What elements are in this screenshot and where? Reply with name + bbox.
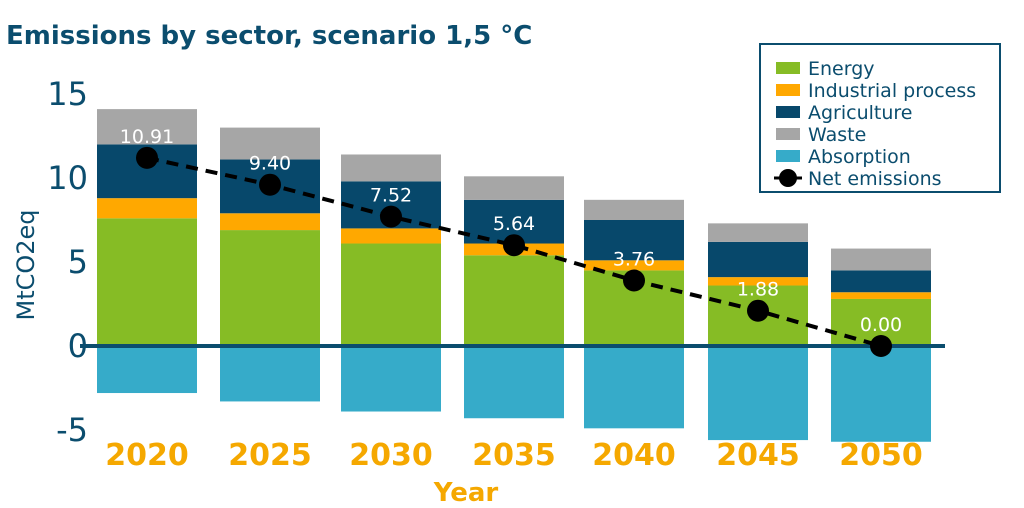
bar-waste-2025 (220, 127, 320, 160)
legend-label: Industrial process (808, 80, 976, 102)
y-axis-label: MtCO2eq (12, 209, 40, 320)
bar-absorption-2030 (341, 346, 441, 412)
bar-energy-2020 (97, 218, 197, 346)
net-emissions-point (870, 335, 892, 357)
y-tick-label: -5 (56, 411, 88, 449)
y-tick-label: 10 (47, 159, 88, 197)
y-tick-label: 0 (68, 327, 88, 365)
bar-industrial-process-2020 (97, 198, 197, 219)
y-tick-label: 5 (68, 243, 88, 281)
bar-absorption-2035 (464, 346, 564, 419)
x-axis-label: Year (433, 478, 499, 508)
net-emissions-point (623, 269, 645, 292)
bar-waste-2045 (708, 223, 808, 242)
legend-label: Waste (808, 124, 866, 146)
y-tick-label: 15 (47, 75, 88, 113)
bar-agriculture-2045 (708, 241, 808, 278)
legend-label: Agriculture (808, 102, 913, 124)
chart-title: Emissions by sector, scenario 1,5 °C (6, 21, 532, 51)
net-emissions-series: 10.91 9.40 7.52 5.64 3.76 1.88 0.00 (120, 126, 902, 357)
net-emissions-data-label: 0.00 (860, 314, 902, 336)
bar-waste-2035 (464, 176, 564, 200)
legend-label: Absorption (808, 146, 911, 168)
legend-swatch-energy (776, 62, 800, 74)
legend-swatch-industrial-process (776, 84, 800, 96)
net-emissions-point (259, 173, 281, 196)
bar-absorption-2045 (708, 346, 808, 441)
bar-industrial-process-2025 (220, 213, 320, 231)
net-emissions-data-label: 1.88 (737, 279, 779, 301)
x-tick-label: 2045 (716, 438, 800, 473)
y-ticks: 15 10 5 0 -5 (47, 75, 88, 449)
x-ticks: 2020 2025 2030 2035 2040 2045 2050 (105, 438, 923, 473)
bar-energy-2030 (341, 243, 441, 346)
legend-label: Energy (808, 58, 875, 80)
bar-waste-2040 (584, 199, 684, 220)
bars-group (97, 109, 931, 442)
x-tick-label: 2020 (105, 438, 189, 473)
bar-absorption-2020 (97, 346, 197, 394)
bar-industrial-process-2045 (708, 277, 808, 286)
net-emissions-point (747, 299, 769, 322)
net-emissions-data-label: 3.76 (613, 248, 655, 270)
net-emissions-point (503, 234, 525, 257)
bar-energy-2025 (220, 230, 320, 346)
legend-swatch-agriculture (776, 106, 800, 118)
bar-energy-2035 (464, 255, 564, 346)
legend-swatch-absorption (776, 150, 800, 162)
net-emissions-data-label: 9.40 (249, 153, 291, 175)
bar-agriculture-2040 (584, 220, 684, 261)
bar-waste-2030 (341, 154, 441, 182)
net-emissions-point (380, 205, 402, 228)
legend-swatch-waste (776, 128, 800, 140)
net-emissions-point (136, 146, 158, 169)
x-tick-label: 2035 (472, 438, 556, 473)
bar-industrial-process-2030 (341, 228, 441, 244)
net-emissions-data-label: 5.64 (493, 213, 535, 235)
net-emissions-data-label: 10.91 (120, 126, 174, 148)
x-tick-label: 2050 (839, 438, 923, 473)
bar-absorption-2025 (220, 346, 320, 402)
legend-label: Net emissions (808, 168, 942, 190)
x-tick-label: 2040 (592, 438, 676, 473)
bar-agriculture-2050 (831, 270, 931, 293)
net-emissions-data-label: 7.52 (370, 185, 412, 207)
bar-absorption-2040 (584, 346, 684, 429)
legend-net-marker (779, 169, 797, 187)
x-tick-label: 2030 (349, 438, 433, 473)
bar-industrial-process-2040 (584, 260, 684, 271)
bar-waste-2050 (831, 248, 931, 271)
x-tick-label: 2025 (228, 438, 312, 473)
bar-waste-2020 (97, 109, 197, 145)
bar-industrial-process-2050 (831, 292, 931, 299)
bar-absorption-2050 (831, 346, 931, 442)
